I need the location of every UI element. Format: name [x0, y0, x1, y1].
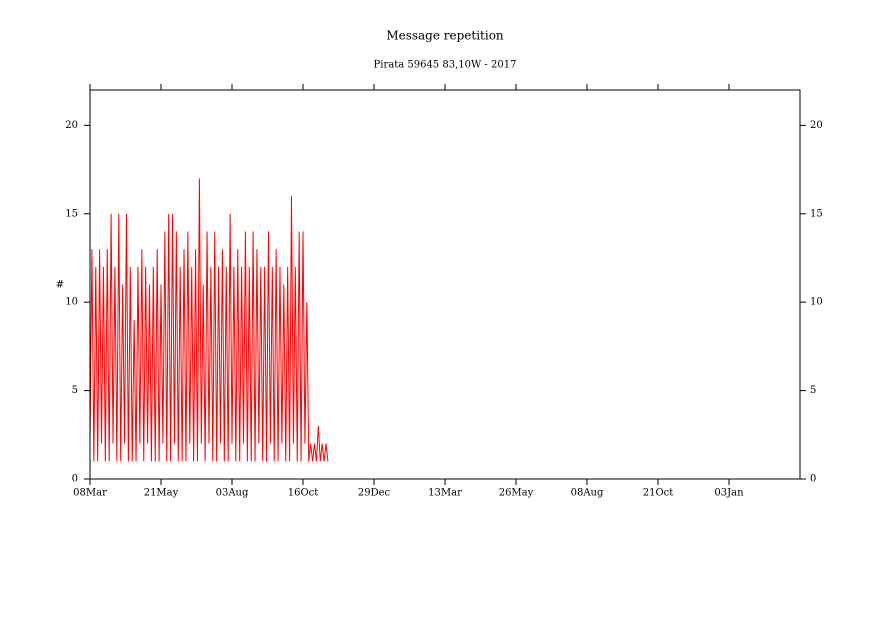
y-tick-label-right: 10	[810, 297, 823, 308]
x-tick-label: 21Oct	[643, 488, 674, 499]
y-tick-label-right: 5	[810, 385, 816, 396]
y-tick-label-right: 20	[810, 120, 823, 131]
chart-subtitle: Pirata 59645 83,10W - 2017	[374, 60, 517, 71]
y-tick-label: 10	[65, 297, 78, 308]
y-tick-label: 0	[72, 474, 78, 485]
y-tick-label: 15	[65, 208, 78, 219]
x-tick-label: 03Jan	[714, 488, 744, 499]
y-tick-label-right: 0	[810, 474, 816, 485]
y-tick-label-right: 15	[810, 208, 823, 219]
y-tick-label: 20	[65, 120, 78, 131]
x-tick-label: 13Mar	[428, 488, 462, 499]
y-tick-label: 5	[72, 385, 78, 396]
x-tick-label: 16Oct	[288, 488, 319, 499]
data-line	[89, 178, 329, 462]
chart-title: Message repetition	[386, 29, 504, 43]
x-tick-label: 08Mar	[73, 488, 107, 499]
x-tick-label: 03Aug	[216, 488, 249, 499]
x-tick-label: 21May	[144, 488, 179, 499]
y-axis-label: #	[56, 280, 64, 291]
x-tick-label: 08Aug	[571, 488, 604, 499]
x-tick-label: 29Dec	[358, 488, 391, 499]
x-tick-label: 26May	[499, 488, 534, 499]
